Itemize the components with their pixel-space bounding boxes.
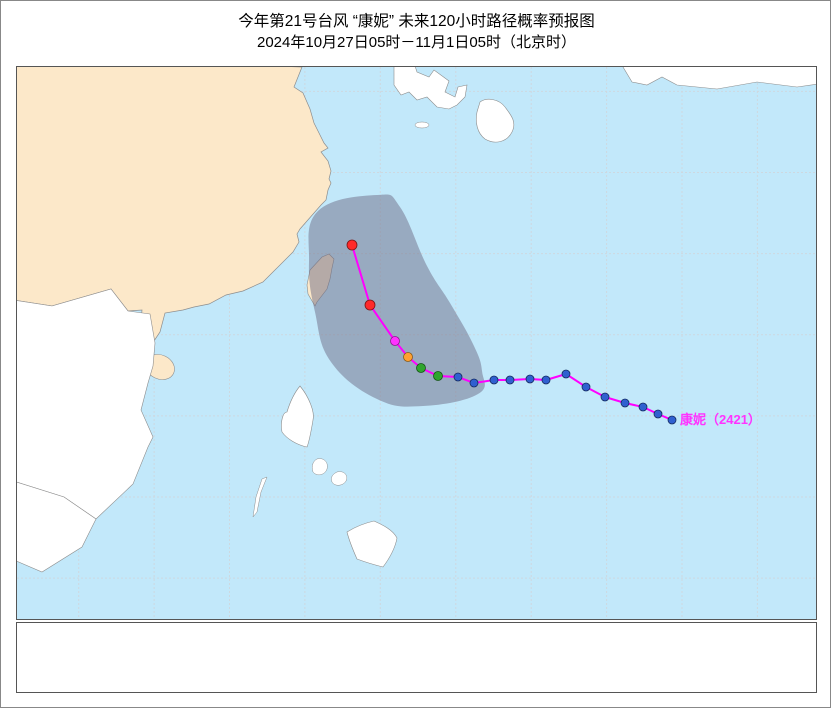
svg-text:康妮（2421）: 康妮（2421） — [680, 412, 761, 427]
